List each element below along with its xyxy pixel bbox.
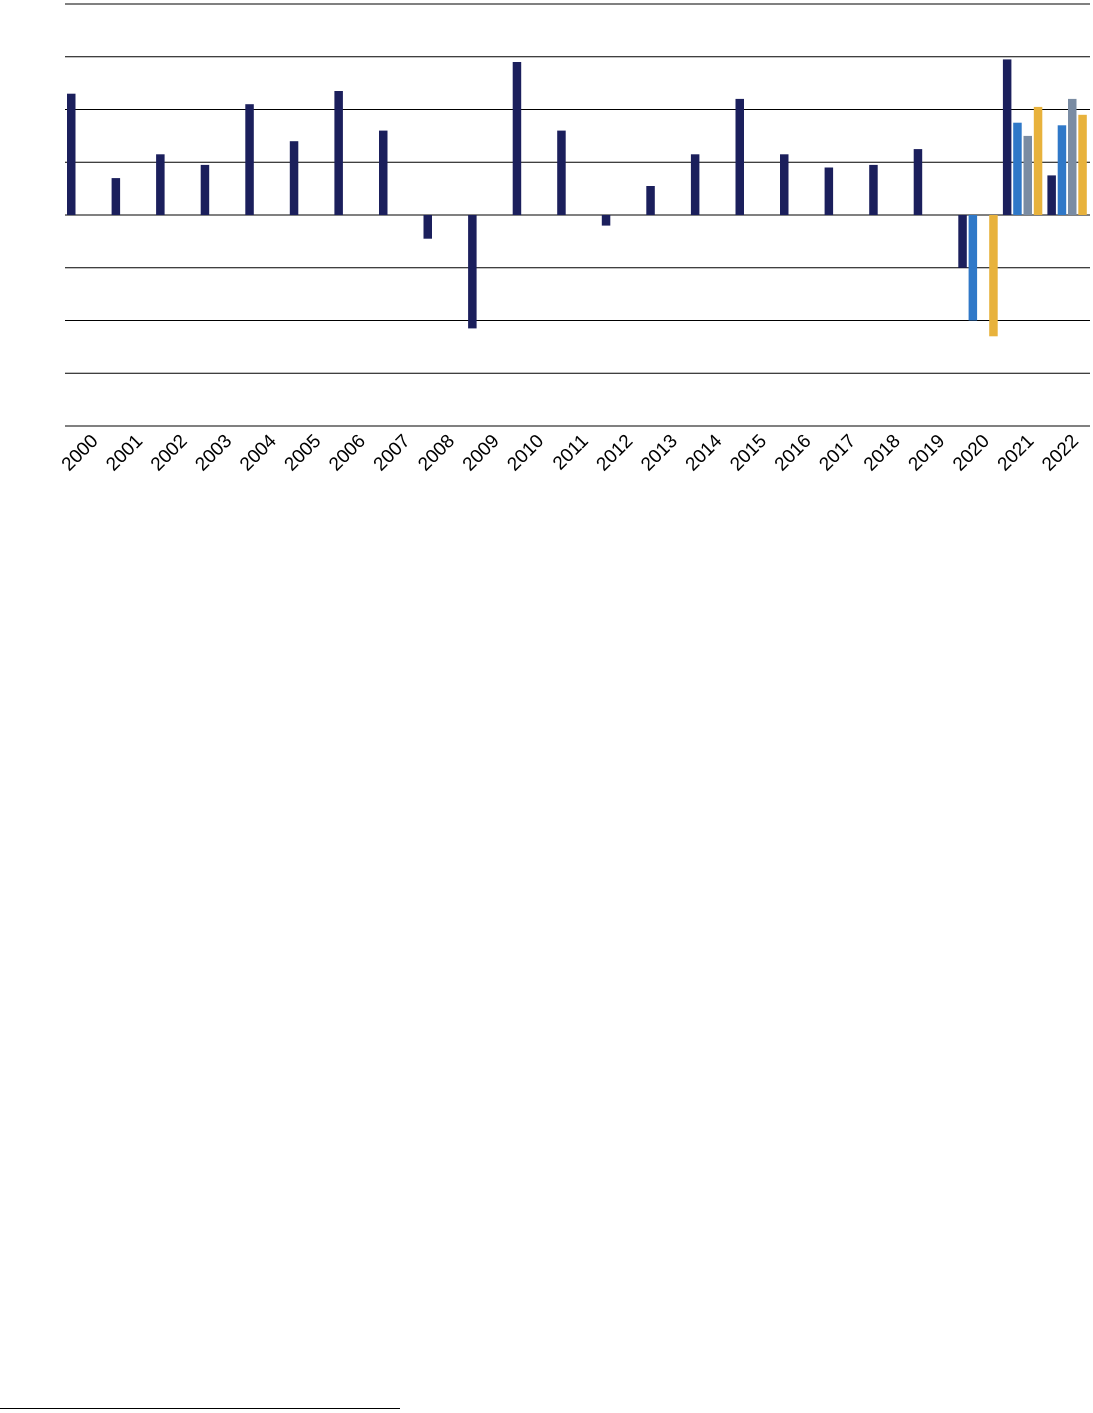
bar-2021-s1 bbox=[1013, 122, 1022, 215]
bar-2000-s0 bbox=[67, 93, 76, 215]
bar-2017-s0 bbox=[824, 167, 834, 215]
bar-2013-s0 bbox=[646, 186, 655, 215]
bar-2018-s0 bbox=[869, 164, 878, 215]
x-tick-label-2013: 2013 bbox=[637, 431, 682, 476]
x-tick-label-2007: 2007 bbox=[370, 431, 415, 476]
x-tick-label-2001: 2001 bbox=[102, 431, 147, 476]
bar-2020-s3 bbox=[989, 215, 998, 337]
x-tick-label-2022: 2022 bbox=[1038, 431, 1083, 476]
bar-2021-s2 bbox=[1023, 135, 1032, 215]
x-tick-labels: 2000 2001 2002 2003 2004 2005 2006 2007 2008 2009… bbox=[58, 430, 1083, 475]
x-tick-label-2014: 2014 bbox=[682, 430, 727, 475]
x-tick-label-2019: 2019 bbox=[905, 431, 950, 476]
footnote-rule bbox=[0, 1408, 400, 1409]
x-tick-label-2009: 2009 bbox=[459, 431, 504, 476]
bar-2010-s0 bbox=[512, 62, 522, 215]
bar-2006-s0 bbox=[334, 91, 343, 215]
x-tick-label-2004: 2004 bbox=[236, 430, 281, 475]
x-tick-label-2018: 2018 bbox=[860, 431, 905, 476]
bar-2012-s0 bbox=[601, 215, 611, 226]
bar-2021-s0 bbox=[1002, 59, 1012, 216]
bars bbox=[67, 59, 1087, 337]
bar-2019-s0 bbox=[913, 149, 923, 215]
bar-2001-s0 bbox=[111, 178, 121, 215]
bar-2009-s0 bbox=[468, 215, 477, 329]
bar-2007-s0 bbox=[379, 130, 388, 215]
bar-2022-s2 bbox=[1068, 98, 1077, 215]
x-tick-label-2002: 2002 bbox=[147, 431, 192, 476]
bar-2022-s0 bbox=[1047, 175, 1056, 215]
gridlines bbox=[65, 3, 1090, 427]
bar-2002-s0 bbox=[156, 154, 165, 215]
x-tick-label-2021: 2021 bbox=[994, 431, 1039, 476]
bar-2015-s0 bbox=[735, 98, 744, 215]
bar-2016-s0 bbox=[780, 154, 789, 215]
bar-2020-s0 bbox=[958, 215, 967, 268]
bar-2004-s0 bbox=[245, 104, 254, 215]
x-tick-label-2011: 2011 bbox=[549, 431, 593, 475]
bar-2003-s0 bbox=[200, 164, 210, 215]
x-tick-label-2005: 2005 bbox=[281, 431, 326, 476]
x-tick-label-2003: 2003 bbox=[191, 431, 236, 476]
bar-2005-s0 bbox=[289, 141, 299, 215]
x-tick-label-2017: 2017 bbox=[815, 431, 860, 476]
x-tick-label-2006: 2006 bbox=[325, 431, 370, 476]
x-tick-label-2016: 2016 bbox=[771, 431, 816, 476]
bar-2020-s1 bbox=[968, 215, 978, 321]
bar-2022-s3 bbox=[1078, 114, 1087, 215]
bar-2021-s3 bbox=[1033, 106, 1043, 215]
x-tick-label-2015: 2015 bbox=[726, 431, 771, 476]
bar-2008-s0 bbox=[423, 215, 432, 239]
x-tick-label-2020: 2020 bbox=[949, 431, 994, 476]
x-tick-label-2010: 2010 bbox=[503, 431, 548, 476]
bar-2022-s1 bbox=[1057, 125, 1067, 215]
bar-chart: 2000 2001 2002 2003 2004 2005 2006 2007 2008 2009… bbox=[58, 3, 1090, 475]
x-tick-label-2000: 2000 bbox=[58, 431, 103, 476]
x-tick-label-2008: 2008 bbox=[414, 431, 459, 476]
bar-2014-s0 bbox=[690, 154, 700, 215]
x-tick-label-2012: 2012 bbox=[593, 431, 638, 476]
bar-2011-s0 bbox=[557, 130, 566, 215]
